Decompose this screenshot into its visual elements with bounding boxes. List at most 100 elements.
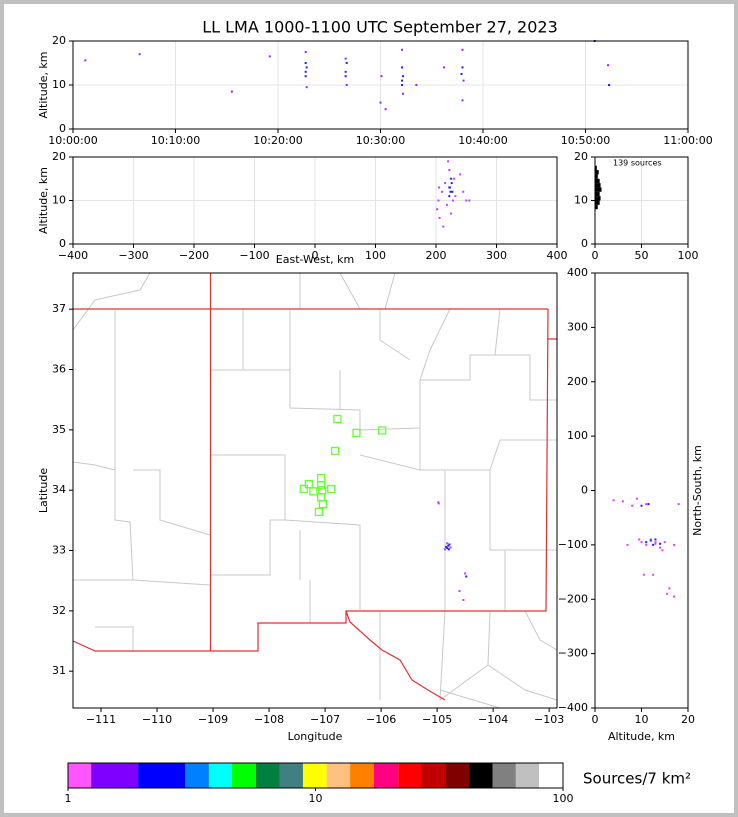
histogram-bar [595,204,598,210]
x-axis-label: East-West, km [276,253,354,266]
source-point [462,190,465,193]
source-point [645,503,648,506]
y-tick-label: 35 [52,423,66,436]
source-point [450,212,453,215]
x-tick-label: 10:30:00 [356,134,405,147]
source-point [437,199,440,202]
y-tick-label: 10 [52,78,66,91]
source-point [640,504,643,507]
y-tick-label: 34 [52,483,66,496]
source-point [647,503,650,506]
axes-frame [594,156,689,245]
source-point [446,547,449,550]
histogram-bar [595,191,600,197]
source-point [631,504,634,507]
colorbar-segment [539,763,563,788]
colorbar-segment [91,763,139,788]
map-geography [72,272,558,709]
station-marker [331,446,340,456]
source-point [458,589,461,592]
source-point [446,542,449,545]
source-point [640,541,643,544]
source-point [447,160,450,163]
y-tick-label: 0 [581,484,588,497]
station-marker [314,507,324,517]
source-point [652,543,655,546]
source-point [402,92,405,95]
y-tick-label: 400 [567,266,588,279]
histogram-bar [595,200,600,205]
county-lines [72,272,558,709]
source-point [443,66,446,69]
source-point [450,177,453,180]
colorbar-segment [515,763,540,788]
axes-frame [72,40,689,130]
station-marker [352,428,361,438]
y-axis-label: North-South, km [691,445,704,536]
histogram-bar [595,165,597,171]
y-tick-label: 0 [581,237,588,250]
histogram-bar [595,183,601,188]
source-point [645,541,648,544]
y-tick-label: 20 [52,34,66,47]
chart-title: LL LMA 1000-1100 UTC September 27, 2023 [202,18,558,37]
x-tick-label: −111 [86,713,116,726]
y-tick-label: −300 [558,647,588,660]
source-point [304,75,307,78]
source-point [415,84,418,86]
source-point [138,53,141,56]
colorbar-segment [350,763,374,788]
x-tick-label: −300 [118,249,148,262]
source-point [345,84,348,86]
colorbar-segment [138,763,186,788]
source-point [436,208,439,211]
x-tick-label: 100 [365,249,386,262]
source-point [638,538,641,541]
source-point [384,108,387,111]
source-point [659,542,662,545]
x-tick-label: 20 [681,713,695,726]
source-point [448,169,451,172]
source-point [649,539,652,542]
source-point [445,545,448,548]
histogram-bar [595,187,602,192]
source-point [459,173,462,176]
y-tick-label: −100 [558,538,588,551]
station-marker [299,484,308,494]
x-tick-label: 200 [426,249,447,262]
histogram-bar [595,174,598,179]
colorbar-tick-label: 10 [309,792,323,805]
source-point [402,75,405,78]
colorbar-segment [373,763,399,788]
x-tick-label: 400 [547,249,568,262]
station-marker [317,481,326,490]
station-marker [318,499,327,509]
y-axis-label: Latitude [37,468,50,514]
source-point [645,543,648,546]
source-point [449,546,452,549]
source-point [462,79,465,82]
station-marker [327,484,336,494]
x-tick-label: −108 [254,713,284,726]
source-point [305,66,308,69]
y-axis-label: Altitude, km [37,51,50,118]
station-marker [333,414,342,424]
x-tick-label: 10:10:00 [151,134,200,147]
station-marker [309,487,318,496]
colorbar-segment [421,763,446,788]
source-point [673,543,676,546]
histogram-bar [595,178,600,184]
station-marker [378,426,387,435]
y-tick-label: 33 [52,544,66,557]
x-tick-label: 10:00:00 [48,134,97,147]
source-point [379,101,382,104]
source-point [344,70,347,73]
x-tick-label: 50 [635,249,649,262]
source-point [304,62,307,64]
colorbar-segment [256,763,280,788]
source-point [401,84,404,86]
x-tick-label: 0 [592,249,599,262]
y-tick-label: 32 [52,604,66,617]
